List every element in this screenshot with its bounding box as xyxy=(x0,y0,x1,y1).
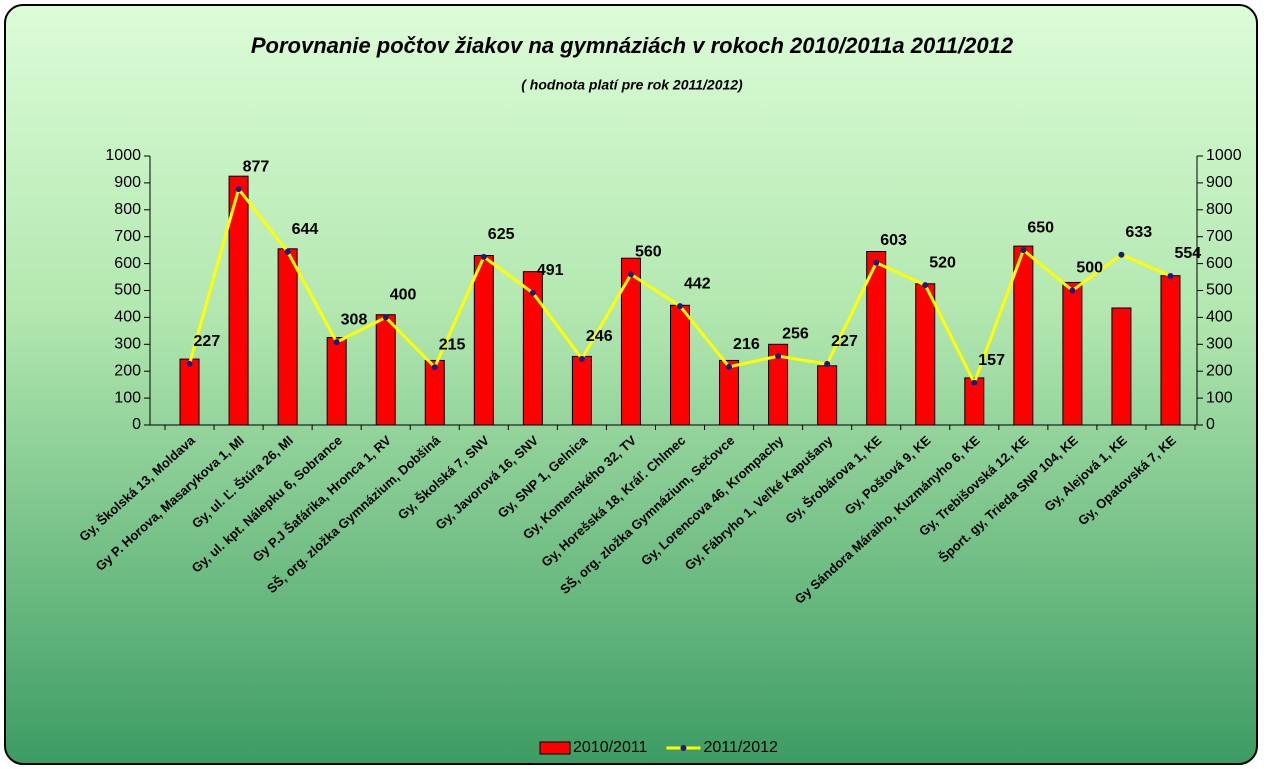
data-label: 442 xyxy=(684,275,711,292)
y2-tick-label: 100 xyxy=(1206,389,1233,406)
data-label: 308 xyxy=(341,311,368,328)
line-marker xyxy=(480,253,487,260)
y2-tick-label: 700 xyxy=(1206,228,1233,245)
bar xyxy=(1111,307,1132,426)
data-label: 603 xyxy=(880,232,907,249)
bar xyxy=(964,377,985,426)
bar xyxy=(571,355,592,426)
data-label: 560 xyxy=(635,244,662,261)
line-marker xyxy=(677,303,683,310)
data-label: 215 xyxy=(439,336,466,353)
y-tick-label: 400 xyxy=(114,309,141,326)
y-tick-label: 100 xyxy=(114,389,141,406)
line-marker xyxy=(284,248,291,255)
bar xyxy=(1160,275,1181,426)
line-marker xyxy=(382,314,389,321)
y-tick-label: 800 xyxy=(114,201,141,218)
legend-label: 2010/2011 xyxy=(573,739,648,756)
line-marker xyxy=(971,379,978,386)
y-tick-label: 900 xyxy=(114,174,141,191)
data-label: 644 xyxy=(292,221,319,238)
data-label: 216 xyxy=(733,336,760,353)
line-marker xyxy=(578,355,585,362)
data-label: 491 xyxy=(537,262,564,279)
line-marker xyxy=(824,360,831,367)
bar xyxy=(375,314,396,426)
y2-tick-label: 300 xyxy=(1206,336,1233,353)
data-label: 246 xyxy=(586,328,613,345)
data-label: 554 xyxy=(1174,245,1201,262)
y-tick-label: 600 xyxy=(114,255,141,272)
y2-tick-label: 900 xyxy=(1206,174,1233,191)
y-tick-label: 300 xyxy=(114,336,141,353)
data-label: 400 xyxy=(390,287,417,304)
bar xyxy=(424,359,445,426)
bar xyxy=(228,175,249,426)
line-marker xyxy=(627,271,634,278)
y-tick-label: 1000 xyxy=(105,147,141,164)
legend-label: 2011/2012 xyxy=(703,739,778,756)
legend-marker xyxy=(680,745,687,751)
chart-subtitle: ( hodnota platí pre rok 2011/2012) xyxy=(521,77,743,93)
line-marker xyxy=(775,353,782,360)
line-marker xyxy=(726,363,733,370)
legend-swatch xyxy=(539,741,571,755)
data-label: 650 xyxy=(1027,219,1054,236)
y2-tick-label: 500 xyxy=(1206,282,1233,299)
data-label: 227 xyxy=(194,333,221,350)
line-marker xyxy=(1069,287,1076,294)
bar xyxy=(277,248,298,426)
data-label: 877 xyxy=(243,158,270,175)
bar xyxy=(1013,245,1034,426)
y2-tick-label: 800 xyxy=(1206,201,1233,218)
chart-title: Porovnanie počtov žiakov na gymnáziách v… xyxy=(251,33,1014,58)
y2-tick-label: 600 xyxy=(1206,255,1233,272)
y-tick-label: 0 xyxy=(132,416,141,433)
data-label: 500 xyxy=(1076,260,1103,277)
y-tick-label: 500 xyxy=(114,282,141,299)
line-marker xyxy=(873,259,880,266)
bar xyxy=(719,359,740,426)
bar xyxy=(326,337,347,426)
line-marker xyxy=(333,339,340,346)
legend-item: 2011/2012 xyxy=(666,739,778,756)
data-label: 633 xyxy=(1125,224,1152,241)
line-marker xyxy=(1118,251,1125,258)
data-label: 520 xyxy=(929,254,956,271)
data-label: 256 xyxy=(782,325,809,342)
line-marker xyxy=(186,360,193,367)
bar xyxy=(768,343,789,426)
legend-item: 2010/2011 xyxy=(539,739,648,756)
data-label: 227 xyxy=(831,333,858,350)
bar xyxy=(915,283,936,426)
line-marker xyxy=(431,364,438,371)
y2-tick-label: 0 xyxy=(1206,416,1215,433)
data-label: 157 xyxy=(978,352,1005,369)
bar xyxy=(866,250,887,426)
bar xyxy=(670,304,690,426)
bar xyxy=(179,358,200,426)
line-marker xyxy=(922,282,929,289)
bar xyxy=(620,257,641,426)
y2-tick-label: 1000 xyxy=(1206,147,1242,164)
bar xyxy=(473,255,494,426)
bar xyxy=(522,271,543,426)
line-marker xyxy=(235,186,242,193)
data-label: 625 xyxy=(488,226,515,243)
line-marker xyxy=(529,289,536,296)
y-tick-label: 700 xyxy=(114,228,141,245)
y2-tick-label: 200 xyxy=(1206,362,1233,379)
line-marker xyxy=(1020,247,1027,254)
bar xyxy=(817,365,838,426)
bar xyxy=(1062,281,1083,426)
y2-tick-label: 400 xyxy=(1206,309,1233,326)
line-marker xyxy=(1167,272,1174,279)
y-tick-label: 200 xyxy=(114,362,141,379)
